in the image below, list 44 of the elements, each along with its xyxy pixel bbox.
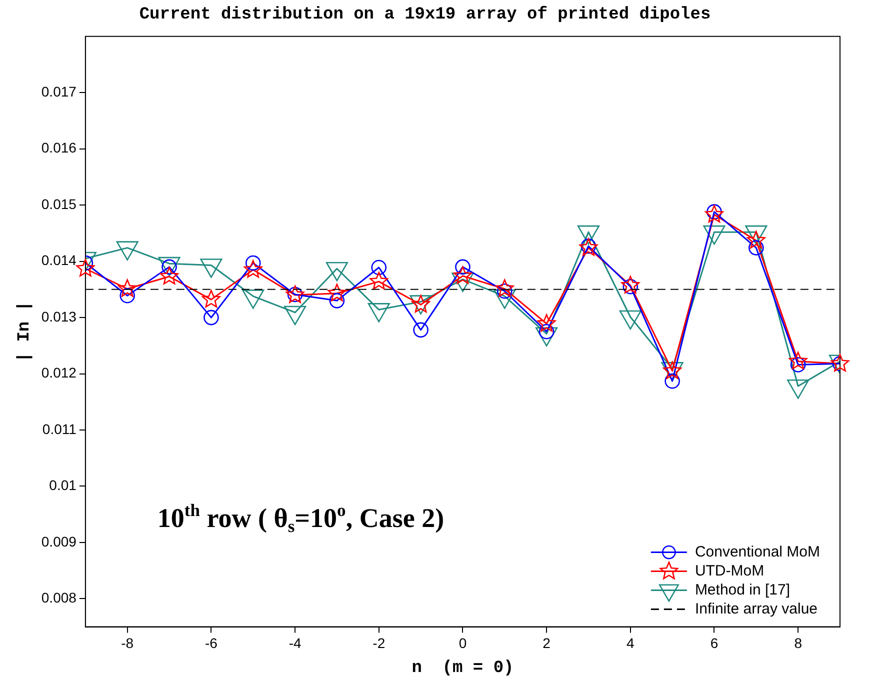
x-tick-label: -4 (288, 635, 302, 652)
y-tick-label: 0.012 (41, 364, 77, 381)
point (371, 260, 387, 276)
point (118, 279, 137, 297)
point (830, 354, 850, 372)
y-tick-label: 0.009 (41, 533, 77, 550)
point (413, 322, 428, 338)
point (244, 260, 262, 278)
y-tick-label: 0.017 (41, 83, 77, 100)
legend-label: UTD-MoM (694, 562, 764, 580)
x-tick-label: -2 (372, 635, 386, 652)
y-axis-title: | In | (15, 300, 34, 362)
y-tick-label: 0.014 (41, 252, 77, 268)
x-tick-label: 6 (710, 635, 718, 652)
y-tick-label: 0.016 (41, 140, 77, 156)
point (76, 258, 95, 277)
point (328, 284, 346, 302)
point (705, 204, 724, 223)
point (370, 272, 388, 290)
legend-label: Infinite array value (694, 600, 818, 618)
legend-label: Conventional MoM (694, 543, 820, 560)
y-tick-label: 0.015 (41, 196, 77, 212)
point (788, 352, 808, 370)
y-tick-label: 0.008 (41, 590, 77, 606)
point (329, 293, 345, 308)
x-tick-label: 2 (542, 635, 551, 652)
x-tick-label: -6 (204, 635, 218, 652)
x-tick-label: 8 (794, 635, 802, 652)
legend-label: Method in [17] (694, 581, 790, 598)
point (537, 314, 556, 332)
point (621, 276, 640, 294)
point (495, 279, 514, 297)
point (204, 310, 219, 326)
y-tick-label: 0.01 (49, 477, 77, 494)
x-tick-label: -8 (121, 635, 134, 652)
point (748, 240, 764, 256)
x-tick-label: 0 (458, 635, 467, 652)
x-tick-label: 4 (626, 635, 634, 652)
point (202, 290, 220, 308)
point (664, 373, 680, 389)
y-tick-label: 0.013 (41, 308, 77, 324)
chart-title: Current distribution on a 19x19 array of printed dipoles (139, 5, 711, 24)
x-axis-title: n (m = 0) (412, 659, 514, 678)
y-tick-label: 0.011 (42, 420, 77, 437)
